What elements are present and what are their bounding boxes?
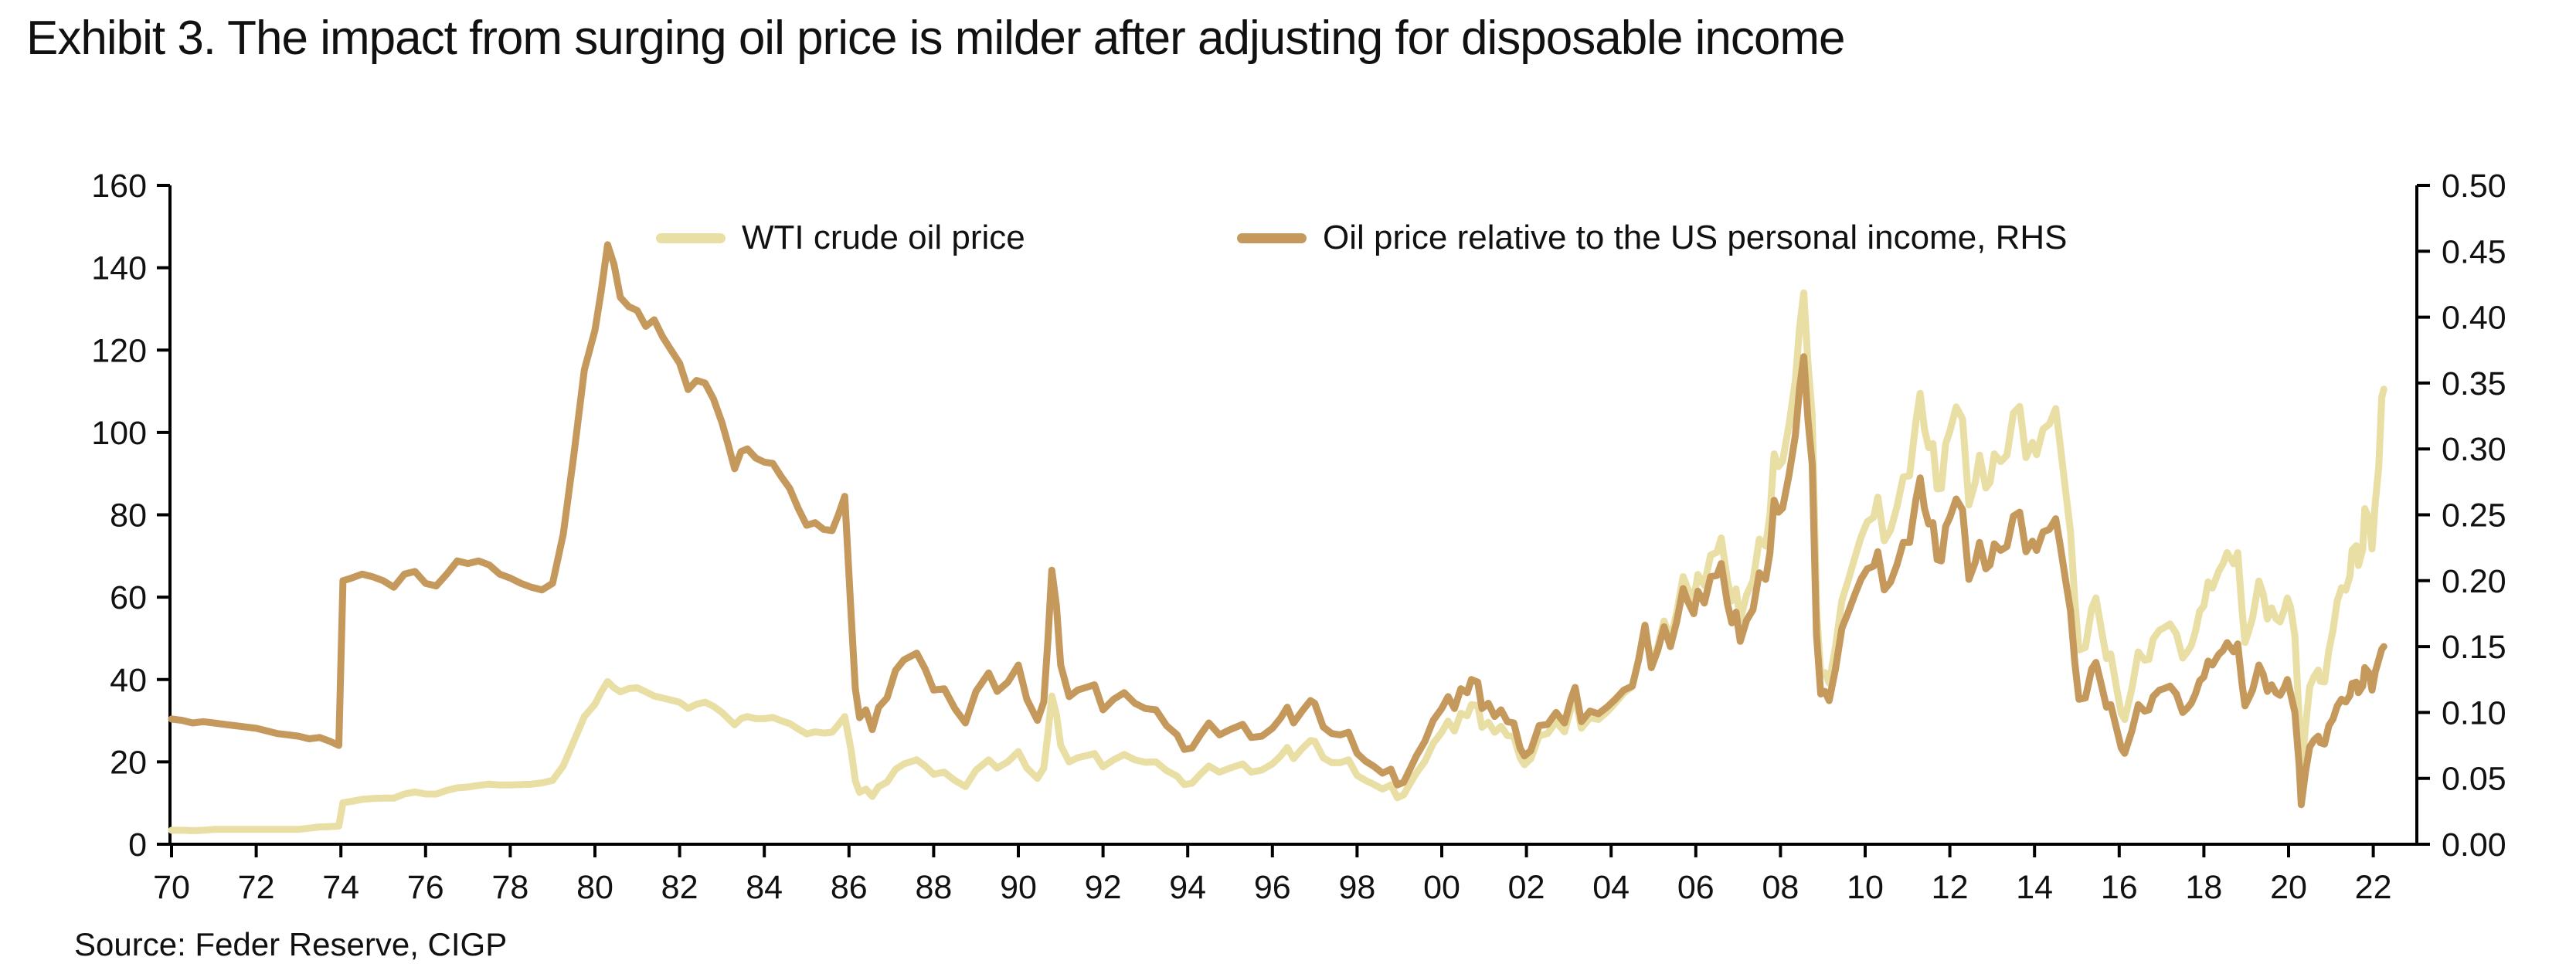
right-axis-tick-label: 0.25 [2442,497,2506,535]
x-axis-tick-label: 86 [831,869,868,906]
x-axis-tick-label: 76 [407,869,444,906]
legend-label-wti: WTI crude oil price [742,219,1025,256]
right-axis-tick-label: 0.10 [2442,694,2506,731]
x-axis-tick-label: 70 [153,869,190,906]
x-axis-tick-label: 08 [1762,869,1799,906]
left-axis-tick-label: 0 [128,826,147,864]
chart-title: Exhibit 3. The impact from surging oil p… [26,12,1846,65]
right-axis-tick-label: 0.50 [2442,168,2506,205]
x-axis-tick-label: 14 [2016,869,2053,906]
oil-income-ratio-line [168,241,2387,809]
left-axis-tick-label: 60 [110,579,147,616]
right-axis-tick-label: 0.15 [2442,629,2506,666]
left-axis-tick-label: 40 [110,662,147,699]
x-axis-tick-label: 10 [1847,869,1884,906]
x-axis-tick-label: 78 [491,869,528,906]
x-axis-tick-label: 74 [322,869,359,906]
left-axis-tick-label: 100 [91,415,147,452]
x-axis-tick-label: 22 [2355,869,2392,906]
x-axis-tick-label: 18 [2185,869,2222,906]
x-axis-tick-label: 00 [1423,869,1460,906]
right-axis-tick-label: 0.35 [2442,365,2506,402]
left-axis-tick-label: 140 [91,250,147,287]
x-axis-tick-label: 84 [746,869,783,906]
right-axis-tick-label: 0.30 [2442,431,2506,468]
x-axis-tick-label: 20 [2270,869,2307,906]
x-axis-tick-label: 94 [1169,869,1206,906]
right-axis-tick-label: 0.00 [2442,826,2506,864]
right-axis-tick-label: 0.20 [2442,563,2506,600]
x-axis-tick-label: 06 [1677,869,1715,906]
left-axis-tick-label: 160 [91,168,147,205]
left-axis-tick-label: 20 [110,744,147,781]
x-axis-tick-label: 02 [1508,869,1545,906]
legend-label-ratio: Oil price relative to the US personal in… [1323,219,2068,256]
right-axis-tick-label: 0.40 [2442,300,2506,337]
right-axis-tick-label: 0.05 [2442,761,2506,798]
x-axis-tick-label: 82 [661,869,698,906]
right-axis-tick-label: 0.45 [2442,233,2506,270]
wti-price-line [168,289,2387,834]
legend-swatch-wti-line [656,233,726,243]
x-axis-tick-label: 96 [1254,869,1291,906]
x-axis-tick-label: 16 [2101,869,2138,906]
x-axis-tick-label: 90 [1000,869,1037,906]
x-axis-tick-label: 72 [238,869,275,906]
source-note: Source: Feder Reserve, CIGP [74,926,508,962]
x-axis-tick-label: 80 [576,869,613,906]
legend-swatch-ratio-line [1237,233,1307,243]
x-axis-tick-label: 04 [1592,869,1630,906]
left-axis-tick-label: 120 [91,332,147,369]
x-axis-tick-label: 92 [1085,869,1122,906]
left-axis-tick-label: 80 [110,497,147,535]
x-axis-tick-label: 12 [1932,869,1969,906]
x-axis-tick-label: 88 [915,869,952,906]
x-axis-tick-label: 98 [1338,869,1375,906]
